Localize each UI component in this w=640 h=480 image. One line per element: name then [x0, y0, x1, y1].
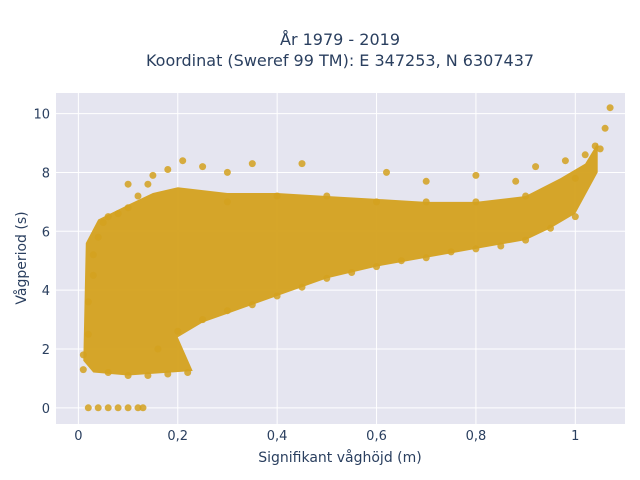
data-point — [79, 366, 87, 374]
data-point — [248, 301, 256, 309]
data-point — [114, 404, 122, 412]
data-point — [94, 233, 102, 241]
data-point — [154, 345, 162, 353]
data-point — [223, 307, 231, 315]
data-point — [522, 236, 530, 244]
data-point — [547, 224, 554, 232]
data-point — [606, 104, 614, 112]
data-point — [164, 166, 172, 173]
y-axis-ticks: 0 2 4 6 8 10 — [33, 108, 50, 417]
y-tick-label: 6 — [42, 225, 50, 240]
x-tick-label: 0,2 — [167, 429, 188, 444]
data-point — [581, 151, 589, 159]
data-point — [199, 316, 207, 324]
data-point — [298, 283, 306, 291]
chart-title-line-1: År 1979 - 2019 — [280, 30, 400, 49]
data-point — [383, 168, 390, 176]
data-point — [348, 269, 356, 276]
y-tick-label: 4 — [42, 284, 50, 299]
data-point — [104, 213, 112, 221]
data-point — [94, 404, 102, 412]
data-point — [79, 351, 87, 359]
data-point — [323, 192, 331, 200]
data-point — [298, 160, 306, 168]
point-cloud-band — [83, 143, 598, 376]
data-point — [422, 254, 430, 262]
data-point — [174, 327, 182, 335]
data-point — [571, 174, 579, 182]
data-point — [223, 168, 231, 176]
y-tick-label: 8 — [42, 166, 50, 181]
data-point — [179, 157, 187, 165]
data-point — [596, 145, 604, 153]
x-tick-label: 1 — [571, 429, 579, 444]
data-point — [422, 177, 430, 185]
data-point — [273, 292, 281, 300]
x-tick-label: 0,8 — [466, 429, 487, 444]
data-point — [164, 370, 172, 378]
data-point — [84, 298, 92, 306]
data-point — [512, 177, 520, 185]
data-point — [104, 404, 112, 412]
data-point — [472, 171, 480, 179]
data-point — [104, 369, 112, 376]
data-point — [114, 210, 122, 218]
x-axis-title: Signifikant våghöjd (m) — [258, 449, 421, 466]
data-point — [124, 204, 132, 212]
data-point — [248, 160, 256, 168]
data-point — [323, 274, 331, 282]
data-point — [134, 404, 142, 412]
data-point — [522, 192, 530, 200]
y-tick-label: 2 — [42, 343, 50, 358]
y-tick-label: 0 — [42, 402, 50, 417]
data-point — [89, 271, 97, 279]
data-points — [79, 104, 614, 412]
data-point — [561, 157, 569, 165]
y-axis-title: Vågperiod (s) — [13, 211, 30, 304]
data-point — [144, 180, 152, 188]
x-tick-label: 0,4 — [267, 429, 288, 444]
data-point — [472, 245, 480, 253]
data-point — [397, 257, 405, 265]
data-point — [124, 404, 132, 412]
data-point — [497, 242, 505, 250]
data-point — [124, 180, 132, 188]
data-point — [273, 192, 281, 200]
data-point — [373, 263, 380, 271]
data-point — [89, 251, 97, 259]
data-point — [373, 198, 380, 206]
data-point — [532, 163, 540, 171]
x-axis-ticks: 0 0,2 0,4 0,6 0,8 1 — [74, 429, 579, 444]
data-point — [84, 404, 92, 412]
data-point — [84, 330, 92, 338]
data-point — [99, 219, 107, 226]
data-point — [422, 198, 430, 206]
y-tick-label: 10 — [33, 108, 50, 123]
data-point — [149, 171, 157, 179]
chart-title-line-2: Koordinat (Sweref 99 TM): E 347253, N 63… — [146, 51, 534, 70]
data-point — [144, 372, 152, 379]
x-tick-label: 0 — [74, 429, 82, 444]
data-point — [139, 404, 147, 412]
data-point — [199, 163, 207, 171]
data-point — [124, 372, 132, 379]
data-point — [601, 124, 609, 132]
data-point — [134, 192, 142, 200]
data-point — [447, 248, 455, 256]
x-tick-label: 0,6 — [366, 429, 387, 444]
data-point — [571, 213, 579, 221]
data-point — [472, 198, 480, 206]
scatter-density-band — [83, 143, 598, 376]
data-point — [223, 198, 231, 206]
data-point — [184, 369, 192, 376]
